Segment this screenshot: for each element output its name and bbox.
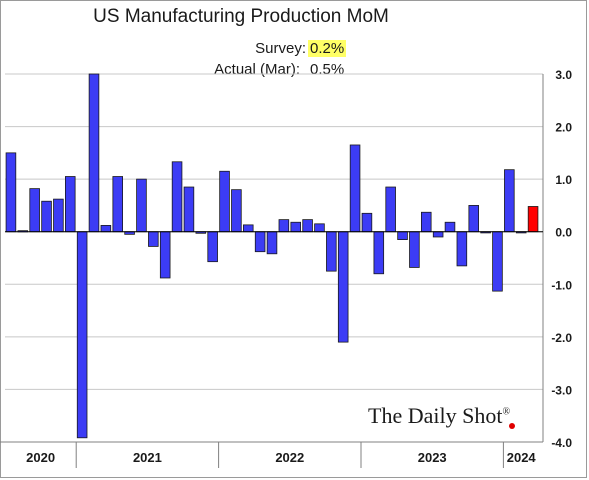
bar	[207, 231, 218, 263]
bar	[219, 170, 230, 233]
bar	[100, 225, 112, 233]
y-tick-label: -1.0	[551, 278, 572, 292]
bar	[444, 221, 456, 233]
bar	[88, 73, 100, 233]
y-tick-label: -3.0	[551, 383, 572, 397]
bar	[492, 231, 503, 292]
x-year-label: 2021	[133, 450, 162, 465]
bar	[409, 231, 420, 268]
bar	[112, 176, 124, 233]
x-year-label: 2020	[26, 450, 55, 465]
bar	[76, 231, 88, 439]
brand-logo: The Daily Shot®	[368, 403, 510, 429]
bar	[29, 188, 40, 233]
bar	[302, 219, 313, 233]
x-year-label: 2023	[418, 450, 447, 465]
bar	[349, 144, 361, 233]
brand-name: The Daily Shot	[368, 403, 503, 428]
brand-registered-mark: ®	[502, 406, 511, 418]
bar	[290, 221, 301, 233]
bar	[432, 231, 444, 238]
bar	[385, 186, 396, 233]
x-year-label: 2022	[275, 450, 304, 465]
bar	[183, 186, 195, 233]
y-tick-label: -2.0	[551, 331, 572, 345]
bar	[254, 231, 266, 253]
x-year-label: 2024	[507, 450, 537, 465]
y-tick-label: -4.0	[551, 436, 572, 450]
bar	[468, 205, 479, 233]
bar	[5, 152, 17, 233]
y-tick-label: 0.0	[555, 226, 572, 240]
bar	[41, 200, 52, 233]
bar	[504, 169, 515, 233]
bar	[231, 189, 242, 233]
brand-dot-icon	[509, 423, 515, 429]
bar	[420, 211, 432, 233]
bar	[136, 178, 147, 233]
latest-bar	[527, 206, 539, 233]
survey-annotation: Survey: 0.2%	[0, 40, 588, 60]
bar	[242, 224, 254, 233]
bar	[65, 176, 76, 233]
bar	[456, 231, 468, 267]
y-tick-label: 3.0	[555, 68, 572, 82]
bar	[148, 231, 159, 247]
bar	[314, 223, 325, 233]
bar	[361, 212, 373, 233]
bar	[278, 219, 290, 233]
survey-value: 0.2%	[308, 40, 347, 57]
y-tick-label: 1.0	[555, 173, 572, 187]
bar	[171, 161, 183, 233]
bar	[397, 231, 408, 241]
y-tick-label: 2.0	[555, 121, 572, 135]
chart-title: US Manufacturing Production MoM	[93, 6, 389, 27]
bar	[266, 231, 278, 255]
bar	[337, 231, 349, 343]
bar	[53, 198, 64, 233]
bar	[159, 231, 171, 279]
bar	[326, 231, 337, 272]
bar	[373, 231, 385, 275]
survey-label: Survey:	[255, 40, 306, 57]
